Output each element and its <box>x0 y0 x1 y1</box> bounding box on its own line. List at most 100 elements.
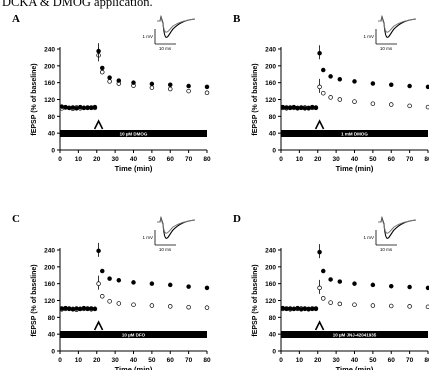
data-point <box>370 101 376 106</box>
data-point <box>131 80 136 85</box>
data-point <box>352 99 357 104</box>
series-filled <box>59 242 210 312</box>
data-point <box>321 90 326 96</box>
scale-label-y: 1 mV <box>142 34 153 39</box>
x-tick-label: 80 <box>424 156 429 163</box>
data-point <box>370 303 376 308</box>
x-tick-label: 60 <box>167 357 175 364</box>
x-tick-label: 80 <box>203 156 211 163</box>
y-tick-label: 40 <box>48 332 56 339</box>
data-point <box>96 281 101 286</box>
x-axis-title: Time (min) <box>336 365 374 370</box>
data-point <box>337 97 343 102</box>
y-axis-title: fEPSP (% of baseline) <box>252 63 259 135</box>
x-tick-label: 40 <box>351 357 359 364</box>
series-open <box>59 47 210 112</box>
data-point <box>149 85 155 90</box>
data-point <box>407 83 412 89</box>
y-axis-title: fEPSP (% of baseline) <box>252 264 259 336</box>
data-point <box>92 306 98 312</box>
x-tick-label: 20 <box>93 357 101 364</box>
y-tick-label: 0 <box>51 349 55 356</box>
x-tick-label: 30 <box>333 156 341 163</box>
data-point <box>389 283 394 289</box>
y-tick-label: 80 <box>48 114 56 121</box>
x-tick-label: 30 <box>112 156 120 163</box>
series-filled <box>280 244 429 312</box>
scale-label-y: 1 mV <box>363 235 374 240</box>
data-point <box>425 304 429 310</box>
data-point <box>280 104 286 110</box>
data-point <box>168 304 173 309</box>
data-point <box>74 106 79 111</box>
x-tick-label: 80 <box>203 357 211 364</box>
tetanus-arrow <box>93 119 104 130</box>
data-point <box>407 284 412 290</box>
data-point <box>389 303 394 309</box>
x-tick-label: 70 <box>185 156 193 163</box>
data-point <box>186 83 191 89</box>
series-filled <box>280 45 429 111</box>
trace-open <box>378 16 417 33</box>
data-point <box>100 69 105 75</box>
data-point <box>168 86 173 92</box>
y-tick-label: 200 <box>265 63 276 70</box>
y-tick-label: 160 <box>44 80 55 87</box>
data-point <box>59 104 65 109</box>
scale-label-x: 10 ms <box>380 247 393 252</box>
data-point <box>309 104 315 110</box>
inset-trace: 1 mV 10 ms <box>142 15 196 51</box>
data-point <box>81 305 87 311</box>
drug-application-bar <box>60 130 207 137</box>
data-point <box>116 278 122 283</box>
data-point <box>81 105 87 111</box>
data-point <box>287 105 293 111</box>
data-point <box>77 104 83 110</box>
data-point <box>107 299 112 304</box>
data-point <box>321 296 326 301</box>
y-tick-label: 240 <box>265 248 276 255</box>
data-point <box>204 90 210 96</box>
data-point <box>100 268 105 274</box>
data-point <box>287 306 293 311</box>
x-tick-label: 50 <box>148 357 156 364</box>
y-tick-label: 0 <box>272 148 276 155</box>
data-point <box>186 284 191 289</box>
x-tick-label: 40 <box>351 156 359 163</box>
y-tick-label: 240 <box>265 47 276 54</box>
data-point <box>96 48 101 54</box>
x-tick-label: 50 <box>148 156 156 163</box>
x-tick-label: 0 <box>58 156 62 163</box>
data-point <box>168 82 173 88</box>
data-point <box>77 306 83 312</box>
data-point <box>85 306 90 312</box>
x-tick-label: 30 <box>112 357 120 364</box>
data-point <box>407 304 412 309</box>
y-tick-label: 120 <box>265 97 276 104</box>
data-point <box>370 81 376 86</box>
caption-fragment: DCKA & DMOG application. <box>2 0 153 9</box>
y-axis-title: fEPSP (% of baseline) <box>31 63 38 135</box>
y-tick-label: 80 <box>48 315 56 322</box>
data-point <box>407 103 412 109</box>
data-point <box>204 84 210 90</box>
data-point <box>306 105 311 111</box>
data-point <box>66 105 72 111</box>
data-point <box>302 306 308 311</box>
x-tick-label: 0 <box>58 357 62 364</box>
data-point <box>59 306 65 311</box>
x-tick-label: 10 <box>75 156 83 163</box>
tetanus-arrow <box>314 320 325 331</box>
y-tick-label: 40 <box>269 332 277 339</box>
data-point <box>309 306 315 312</box>
data-point <box>284 306 289 312</box>
inset-trace: 1 mV 10 ms <box>363 15 417 51</box>
data-point <box>100 294 105 299</box>
x-tick-label: 70 <box>185 357 193 364</box>
data-point <box>70 105 76 110</box>
data-point <box>295 105 300 111</box>
drug-bar-label: 10 µM JNJ-42041935 <box>333 333 377 338</box>
panel-label: A <box>12 13 20 25</box>
data-point <box>291 306 297 312</box>
drug-application-bar <box>281 130 428 137</box>
